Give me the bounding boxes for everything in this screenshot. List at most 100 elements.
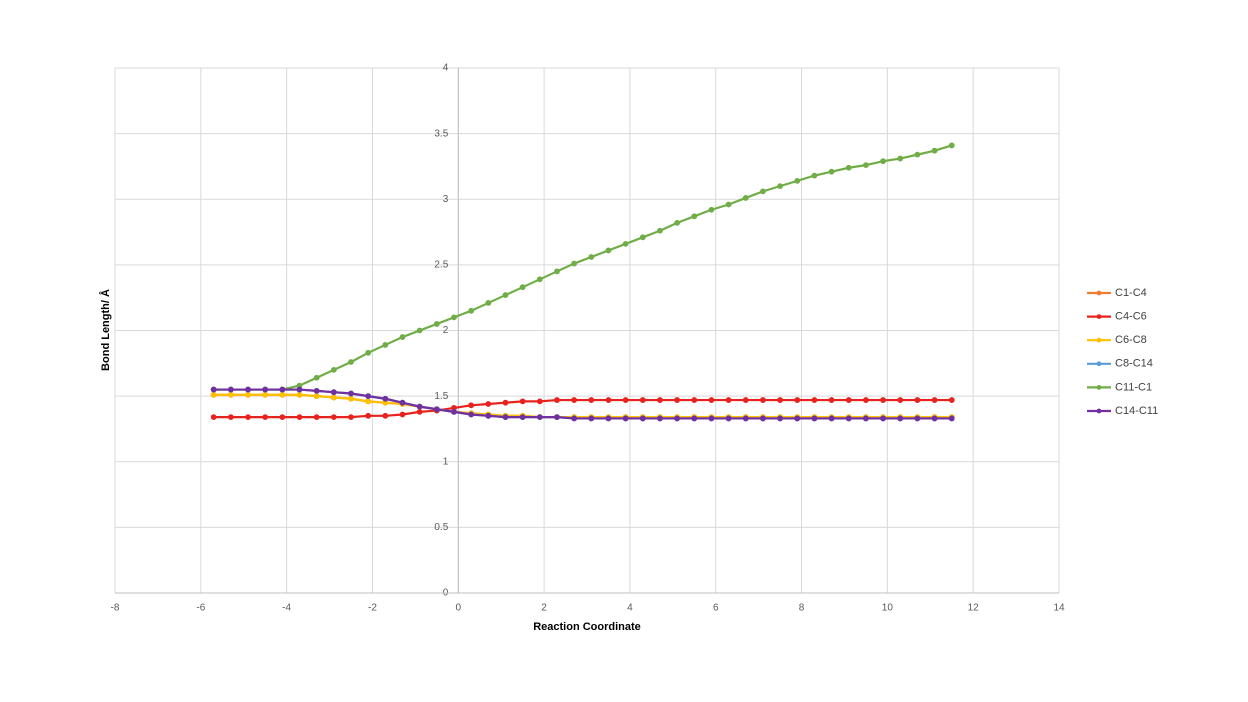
data-point bbox=[210, 386, 217, 393]
x-axis-title: Reaction Coordinate bbox=[533, 621, 641, 633]
data-point bbox=[845, 164, 852, 171]
data-point bbox=[279, 391, 286, 398]
legend-marker bbox=[1096, 361, 1102, 367]
data-point bbox=[811, 397, 818, 403]
x-tick-label: -2 bbox=[368, 603, 377, 614]
data-point bbox=[605, 397, 612, 403]
data-point bbox=[794, 177, 801, 184]
data-point bbox=[691, 397, 698, 403]
data-point bbox=[210, 414, 217, 421]
x-tick-label: -4 bbox=[282, 603, 291, 614]
data-point bbox=[622, 397, 629, 403]
data-point bbox=[845, 397, 852, 403]
legend-marker bbox=[1096, 337, 1102, 343]
data-point bbox=[622, 415, 629, 422]
data-point bbox=[931, 147, 938, 154]
data-point bbox=[554, 268, 560, 275]
data-point bbox=[502, 399, 509, 406]
y-tick-label: 0.5 bbox=[434, 522, 448, 533]
y-tick-label: 3.5 bbox=[434, 128, 448, 139]
legend-label: C11-C1 bbox=[1115, 381, 1152, 393]
data-point bbox=[674, 415, 681, 422]
y-tick-label: 2 bbox=[443, 325, 449, 336]
data-point bbox=[245, 391, 251, 398]
data-point bbox=[451, 408, 457, 415]
data-point bbox=[725, 397, 732, 403]
data-point bbox=[828, 415, 835, 422]
data-point bbox=[811, 172, 818, 179]
data-point bbox=[828, 168, 835, 175]
data-point bbox=[313, 387, 320, 394]
legend-marker bbox=[1096, 408, 1102, 414]
data-point bbox=[880, 415, 886, 422]
data-point bbox=[433, 321, 440, 327]
legend-label: C6-C8 bbox=[1115, 334, 1147, 346]
data-point bbox=[725, 201, 732, 208]
data-point bbox=[554, 414, 560, 421]
data-point bbox=[674, 219, 681, 226]
data-point bbox=[313, 414, 320, 421]
data-point bbox=[657, 415, 663, 422]
data-point bbox=[227, 391, 234, 398]
data-point bbox=[399, 411, 406, 418]
x-tick-label: -6 bbox=[196, 603, 205, 614]
data-point bbox=[605, 415, 612, 422]
data-point bbox=[382, 342, 389, 348]
data-point bbox=[674, 397, 681, 403]
data-point bbox=[742, 415, 749, 422]
data-point bbox=[588, 415, 595, 422]
data-point bbox=[880, 158, 886, 165]
data-point bbox=[639, 397, 646, 403]
x-tick-label: -8 bbox=[111, 603, 120, 614]
data-point bbox=[931, 397, 938, 403]
y-tick-label: 1.5 bbox=[434, 391, 448, 402]
data-point bbox=[760, 188, 766, 195]
legend-label: C14-C11 bbox=[1115, 405, 1158, 417]
data-point bbox=[227, 414, 234, 421]
data-point bbox=[296, 391, 303, 398]
data-point bbox=[365, 349, 372, 356]
data-point bbox=[279, 414, 286, 421]
data-point bbox=[571, 415, 578, 422]
data-point bbox=[416, 408, 423, 415]
data-point bbox=[279, 386, 286, 393]
data-point bbox=[863, 415, 869, 422]
data-point bbox=[227, 386, 234, 393]
y-axis-title: Bond Length/ Å bbox=[99, 289, 112, 371]
data-point bbox=[468, 402, 475, 409]
data-point bbox=[588, 397, 595, 403]
data-point bbox=[262, 414, 269, 421]
y-tick-label: 1 bbox=[443, 456, 449, 467]
data-point bbox=[433, 406, 440, 413]
data-point bbox=[914, 151, 921, 158]
data-point bbox=[777, 183, 783, 190]
data-point bbox=[365, 393, 372, 400]
data-point bbox=[708, 397, 715, 403]
data-point bbox=[794, 415, 801, 422]
data-point bbox=[536, 414, 543, 421]
data-point bbox=[468, 411, 475, 418]
data-point bbox=[571, 397, 578, 403]
data-point bbox=[777, 415, 783, 422]
series-line bbox=[213, 144, 953, 391]
data-point bbox=[313, 374, 320, 381]
legend-label: C1-C4 bbox=[1115, 287, 1147, 299]
y-tick-label: 4 bbox=[443, 63, 449, 74]
x-tick-label: 8 bbox=[799, 603, 805, 614]
data-point bbox=[416, 403, 423, 410]
x-tick-label: 6 bbox=[713, 603, 719, 614]
data-point bbox=[536, 398, 543, 405]
data-point bbox=[708, 415, 715, 422]
data-point bbox=[536, 276, 543, 283]
data-point bbox=[296, 386, 303, 393]
legend-marker bbox=[1096, 385, 1102, 390]
y-tick-label: 3 bbox=[443, 194, 449, 205]
data-point bbox=[416, 327, 423, 334]
data-point bbox=[605, 247, 612, 254]
x-tick-label: 10 bbox=[882, 603, 894, 614]
data-point bbox=[948, 415, 955, 422]
data-point bbox=[897, 155, 904, 162]
data-point bbox=[742, 397, 749, 403]
data-point bbox=[262, 391, 269, 398]
